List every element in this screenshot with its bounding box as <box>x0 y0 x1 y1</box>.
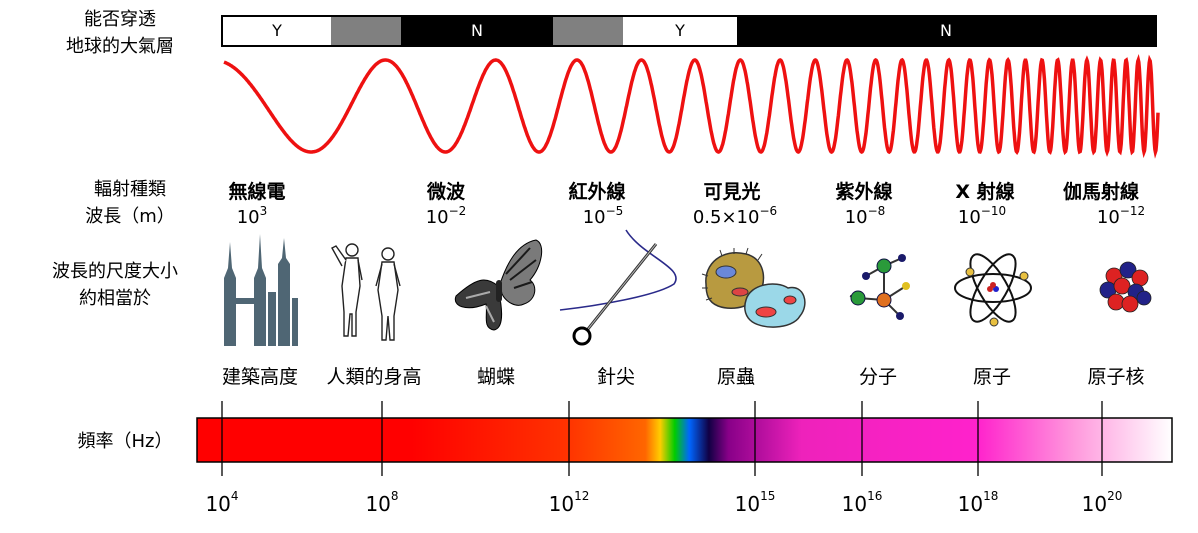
frequency-tick-label: 108 <box>352 489 412 516</box>
frequency-exponent: 15 <box>760 489 776 503</box>
frequency-base: 10 <box>205 492 231 516</box>
wavelength-gamma: 10−12 <box>1076 204 1166 228</box>
band-name-xray: X 射線 <box>955 181 1015 203</box>
wavelength-visible: 0.5×10−6 <box>680 204 790 228</box>
penetration-segment <box>553 17 623 45</box>
protozoa-icon <box>701 247 806 328</box>
wavelength-infrared: 10−5 <box>558 204 648 228</box>
wavelength-exponent: 3 <box>259 204 268 218</box>
band-name-gamma: 伽馬射線 <box>1062 181 1139 203</box>
frequency-exponent: 8 <box>390 489 399 503</box>
wavelength-base: 10 <box>236 207 260 228</box>
object-building: 建築高度 <box>221 366 298 388</box>
frequency-base: 10 <box>734 492 761 516</box>
band-name-infrared: 紅外線 <box>568 181 626 203</box>
wavelength-exponent: −8 <box>867 204 886 218</box>
object-protozoa: 原蟲 <box>716 366 755 388</box>
wavelength-exponent: −2 <box>448 204 467 218</box>
frequency-exponent: 20 <box>1107 489 1123 503</box>
penetration-segment: Y <box>623 17 737 45</box>
penetration-bar: Y N Y N <box>221 15 1157 47</box>
wavelength-exponent: −6 <box>759 204 778 218</box>
penetration-title-line2: 地球的大氣層 <box>66 36 174 57</box>
penetration-segment <box>331 17 401 45</box>
frequency-tick-label: 104 <box>192 489 252 516</box>
frequency-tick-label: 1016 <box>832 489 892 516</box>
butterfly-icon <box>454 239 543 331</box>
molecule-icon <box>849 254 910 320</box>
spectrum-gradient-bar <box>196 417 1173 463</box>
wavelength-base: 10 <box>582 207 606 228</box>
frequency-exponent: 4 <box>230 489 239 503</box>
object-human: 人類的身高 <box>326 366 422 388</box>
frequency-exponent: 12 <box>574 489 590 503</box>
wavelength-microwave: 10−2 <box>401 204 491 228</box>
frequency-tick-label: 1015 <box>725 489 785 516</box>
frequency-base: 10 <box>957 492 984 516</box>
wavelength-base: 10 <box>957 207 981 228</box>
wavelength-base: 10 <box>1096 207 1120 228</box>
wavelength-radio: 103 <box>207 204 297 228</box>
object-butterfly: 蝴蝶 <box>476 366 515 388</box>
penetration-segment: N <box>737 17 1155 45</box>
needle-icon <box>559 229 677 346</box>
atom-icon <box>954 253 1032 327</box>
penetration-title-line1: 能否穿透 <box>84 9 156 30</box>
frequency-tick-label: 1020 <box>1072 489 1132 516</box>
wavelength-base: 10 <box>425 207 449 228</box>
radiation-type-label: 輻射種類 <box>94 179 166 200</box>
wavelength-exponent: −5 <box>605 204 624 218</box>
wavelength-exponent: −10 <box>980 204 1007 218</box>
frequency-tick-lines <box>221 401 1103 476</box>
object-molecule: 分子 <box>858 366 897 388</box>
wavelength-exponent: −12 <box>1119 204 1146 218</box>
nucleus-icon <box>1099 261 1152 313</box>
frequency-tick-label: 1012 <box>539 489 599 516</box>
frequency-base: 10 <box>841 492 868 516</box>
scale-label-line2: 約相當於 <box>79 288 151 309</box>
penetration-segment: Y <box>223 17 331 45</box>
wavelength-base: 0.5×10 <box>692 207 760 228</box>
frequency-exponent: 16 <box>867 489 883 503</box>
frequency-base: 10 <box>365 492 391 516</box>
frequency-base: 10 <box>1081 492 1108 516</box>
band-name-ultraviolet: 紫外線 <box>835 181 893 203</box>
band-name-radio: 無線電 <box>228 181 286 203</box>
frequency-spectrum <box>196 401 1173 476</box>
wavelength-ultraviolet: 10−8 <box>820 204 910 228</box>
penetration-title: 能否穿透 地球的大氣層 <box>40 6 200 60</box>
frequency-label: 頻率（Hz） <box>77 431 173 452</box>
wavelength-base: 10 <box>844 207 868 228</box>
humans-icon <box>331 243 401 341</box>
wavelength-label: 波長（m） <box>85 206 175 227</box>
wavelength-xray: 10−10 <box>937 204 1027 228</box>
wave-diagram <box>223 54 1160 159</box>
scale-label-line1: 波長的尺度大小 <box>52 261 178 282</box>
scale-label: 波長的尺度大小 約相當於 <box>30 258 200 312</box>
frequency-base: 10 <box>548 492 575 516</box>
skyscraper-icon <box>224 234 298 346</box>
object-needle-tip: 針尖 <box>596 366 635 388</box>
penetration-segment: N <box>401 17 553 45</box>
wave-line <box>223 54 1160 159</box>
frequency-exponent: 18 <box>983 489 999 503</box>
band-name-visible: 可見光 <box>703 181 761 203</box>
band-name-microwave: 微波 <box>426 181 465 203</box>
object-nucleus: 原子核 <box>1087 366 1145 388</box>
object-atom: 原子 <box>972 366 1011 388</box>
frequency-tick-label: 1018 <box>948 489 1008 516</box>
